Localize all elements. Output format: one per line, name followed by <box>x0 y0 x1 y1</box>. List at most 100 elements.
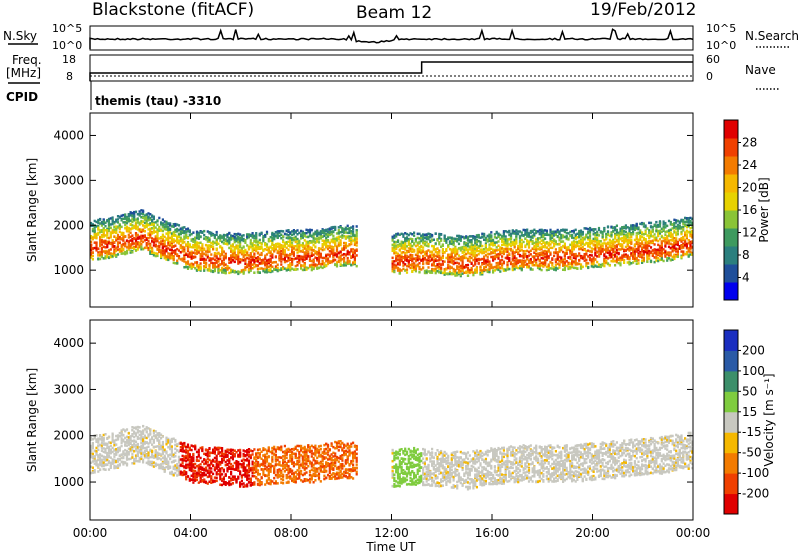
power-cell <box>237 250 240 254</box>
power-cell <box>186 249 190 253</box>
power-cell <box>278 255 281 259</box>
power-cell <box>508 267 511 271</box>
power-cell <box>185 236 188 239</box>
power-cell <box>273 235 276 238</box>
power-cell <box>127 213 130 216</box>
power-cell <box>152 241 155 244</box>
power-cell <box>587 255 590 258</box>
power-cell <box>441 248 444 251</box>
power-cell <box>129 231 132 234</box>
power-cell <box>106 250 109 254</box>
power-cell <box>434 259 437 263</box>
power-cell <box>529 249 532 252</box>
power-cell <box>163 255 166 259</box>
power-cell <box>244 262 247 265</box>
power-cell <box>289 258 292 261</box>
power-cell <box>547 268 550 271</box>
power-cell <box>448 270 452 274</box>
power-cell <box>508 238 511 241</box>
power-cell <box>296 233 299 236</box>
power-cell <box>353 262 356 266</box>
power-cell <box>470 251 473 254</box>
power-cell <box>632 230 635 234</box>
power-cell <box>456 252 459 256</box>
power-cell <box>235 270 238 274</box>
power-cell <box>402 256 405 260</box>
power-cell <box>323 265 326 269</box>
power-cell <box>596 241 599 244</box>
power-cell <box>599 264 602 268</box>
power-cell <box>147 240 150 243</box>
power-cell <box>409 247 412 251</box>
power-cell <box>515 257 518 260</box>
power-cell <box>276 263 279 266</box>
power-cell <box>484 244 487 247</box>
power-cell <box>605 238 608 241</box>
power-cell <box>289 262 292 266</box>
power-cell <box>540 251 543 254</box>
power-cell <box>475 258 478 262</box>
power-cell <box>402 233 405 236</box>
power-cell <box>501 247 504 250</box>
power-cell <box>314 230 317 234</box>
power-cell <box>102 218 105 222</box>
power-cell <box>190 232 193 236</box>
power-cell <box>276 266 279 270</box>
power-cell <box>592 232 595 236</box>
power-cell <box>116 237 120 241</box>
power-cell <box>569 263 572 266</box>
power-cell <box>571 263 574 266</box>
power-cell <box>423 271 426 275</box>
power-cell <box>122 235 125 238</box>
power-cell <box>143 225 146 228</box>
power-cell <box>429 236 432 239</box>
power-cell <box>599 245 602 249</box>
power-cell <box>240 248 243 252</box>
power-cell <box>438 234 441 237</box>
power-cell <box>502 269 505 272</box>
power-cell <box>425 270 428 274</box>
power-cell <box>632 232 635 236</box>
power-cell <box>526 233 529 236</box>
power-cell <box>608 249 611 253</box>
power-cell <box>149 218 152 221</box>
power-cell <box>515 229 518 232</box>
power-cell <box>536 257 540 261</box>
power-cell <box>203 229 206 233</box>
power-cell <box>617 248 620 251</box>
power-cell <box>513 259 516 262</box>
power-cell <box>542 251 545 255</box>
power-cell <box>420 234 423 237</box>
power-cell <box>533 244 536 248</box>
power-cell <box>425 233 428 237</box>
power-cell <box>109 232 112 235</box>
power-cell <box>411 258 414 261</box>
power-cell <box>508 243 511 246</box>
power-cell <box>169 248 172 251</box>
power-cell <box>344 253 347 256</box>
power-cell <box>549 267 552 270</box>
power-cell <box>432 262 435 266</box>
power-cell <box>129 251 132 254</box>
power-cell <box>411 269 414 273</box>
power-cell <box>565 232 568 235</box>
power-cell <box>255 232 258 235</box>
power-cell <box>131 251 134 254</box>
power-cell <box>529 238 532 241</box>
power-cell <box>176 259 179 262</box>
power-cell <box>226 264 229 268</box>
power-cell <box>515 249 518 252</box>
power-cell <box>212 262 215 265</box>
power-cell <box>335 236 339 239</box>
power-cell <box>506 244 509 247</box>
power-cell <box>267 258 270 262</box>
power-cell <box>301 260 304 263</box>
power-cell <box>274 231 277 234</box>
power-cell <box>431 253 434 257</box>
power-cell <box>497 248 500 252</box>
power-cell <box>308 255 312 258</box>
power-cell <box>601 242 604 245</box>
power-cell <box>260 260 263 263</box>
power-cell <box>418 247 421 250</box>
power-cell <box>527 250 531 254</box>
